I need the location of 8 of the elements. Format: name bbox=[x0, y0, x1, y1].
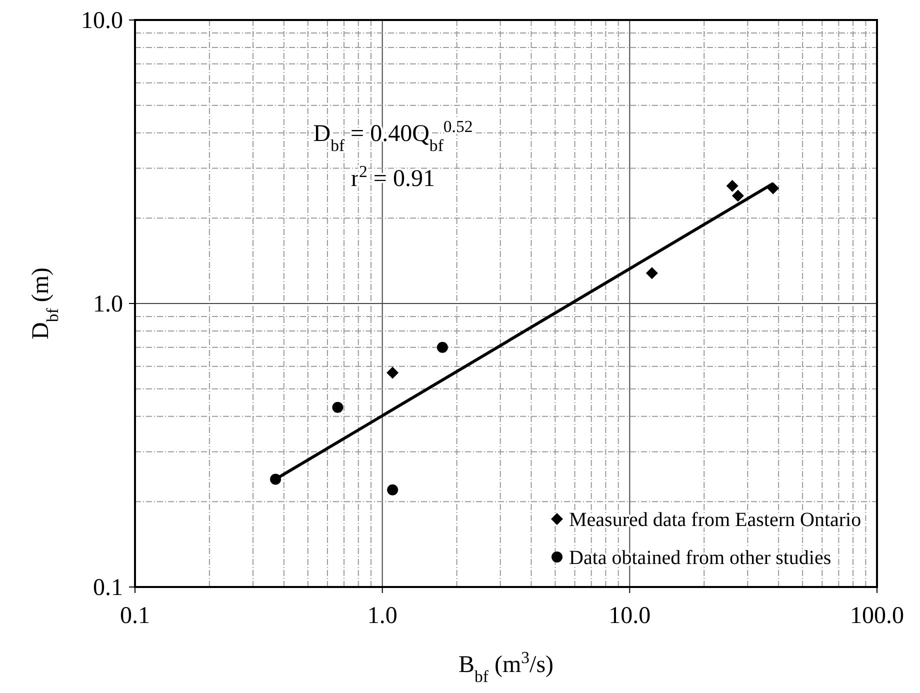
y-tick-label: 10.0 bbox=[81, 8, 123, 34]
x-tick-label: 1.0 bbox=[367, 603, 398, 629]
x-axis-title: B$_{bf}$ (m$^{3}$/s) bbox=[458, 648, 554, 686]
y-tick-label: 0.1 bbox=[93, 575, 123, 601]
x-tick-label: 10.0 bbox=[608, 603, 651, 629]
y-tick-label: 1.0 bbox=[93, 292, 123, 318]
x-tick-label: 0.1 bbox=[120, 603, 150, 629]
x-tick-label: 100.0 bbox=[850, 603, 904, 629]
